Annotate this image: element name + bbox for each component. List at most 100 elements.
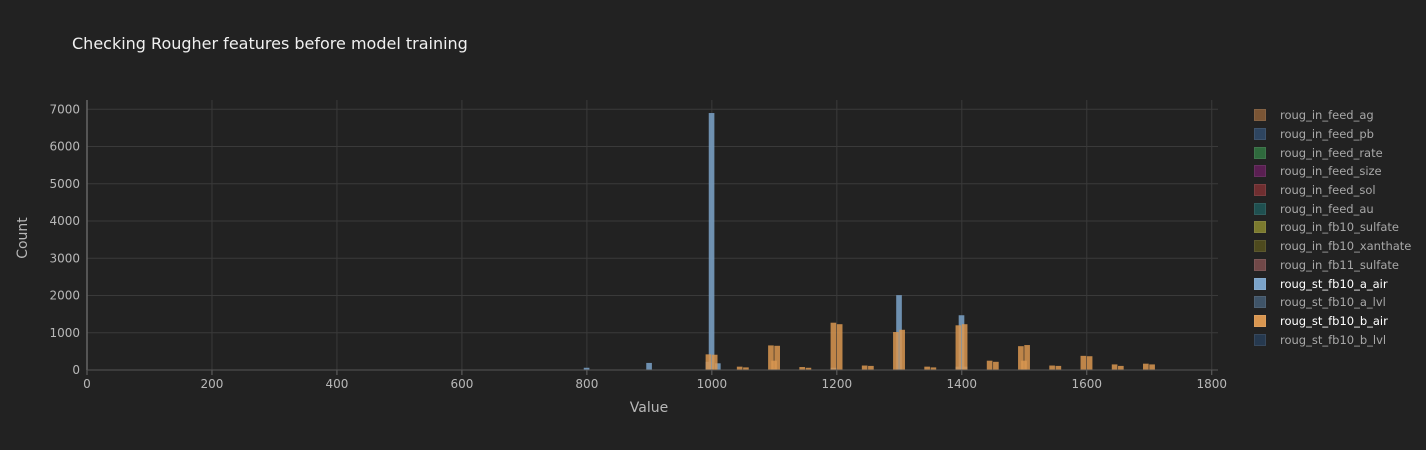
bar-roug_st_fb10_b_air[interactable] bbox=[805, 367, 812, 370]
legend-item-roug_in_feed_rate[interactable]: roug_in_feed_rate bbox=[1254, 143, 1411, 162]
legend-swatch bbox=[1254, 165, 1266, 178]
x-tick-label: 1000 bbox=[697, 377, 728, 391]
x-tick-label: 600 bbox=[450, 377, 473, 391]
bar-roug_st_fb10_b_air[interactable] bbox=[955, 325, 962, 370]
bar-roug_st_fb10_b_air[interactable] bbox=[774, 345, 780, 370]
legend-swatch bbox=[1254, 314, 1266, 327]
legend-label: roug_st_fb10_a_air bbox=[1280, 276, 1388, 291]
legend: roug_in_feed_ag roug_in_feed_pb roug_in_fe… bbox=[1254, 106, 1411, 349]
y-tick-label: 7000 bbox=[49, 102, 80, 116]
bar-roug_st_fb10_b_air[interactable] bbox=[1111, 364, 1118, 370]
bar-roug_st_fb10_b_air[interactable] bbox=[743, 367, 749, 370]
bar-roug_st_fb10_b_air[interactable] bbox=[1021, 360, 1027, 370]
x-tick-label: 1200 bbox=[822, 377, 853, 391]
bar-roug_st_fb10_b_air[interactable] bbox=[836, 324, 843, 370]
legend-label: roug_in_fb10_sulfate bbox=[1280, 220, 1399, 235]
bar-roug_st_fb10_b_air[interactable] bbox=[736, 366, 743, 370]
bar-roug_st_fb10_b_air[interactable] bbox=[1143, 363, 1149, 370]
legend-swatch bbox=[1254, 184, 1266, 197]
bar-roug_st_fb10_b_air[interactable] bbox=[830, 322, 837, 370]
legend-swatch bbox=[1254, 109, 1266, 122]
bar-roug_st_fb10_b_air[interactable] bbox=[1080, 355, 1087, 370]
bar-roug_st_fb10_b_air[interactable] bbox=[768, 345, 774, 370]
legend-item-roug_st_fb10_b_lvl[interactable]: roug_st_fb10_b_lvl bbox=[1254, 330, 1411, 349]
bar-roug_st_fb10_b_air[interactable] bbox=[711, 354, 718, 370]
legend-item-roug_in_feed_sol[interactable]: roug_in_feed_sol bbox=[1254, 181, 1411, 200]
x-tick-label: 1800 bbox=[1196, 377, 1227, 391]
legend-item-roug_in_feed_size[interactable]: roug_in_feed_size bbox=[1254, 162, 1411, 181]
legend-label: roug_st_fb10_b_air bbox=[1280, 313, 1388, 328]
x-tick-label: 1600 bbox=[1072, 377, 1103, 391]
bar-roug_st_fb10_a_air[interactable] bbox=[583, 367, 590, 370]
bar-roug_st_fb10_b_air[interactable] bbox=[799, 367, 805, 370]
y-tick-label: 0 bbox=[72, 363, 80, 377]
legend-item-roug_in_feed_pb[interactable]: roug_in_feed_pb bbox=[1254, 125, 1411, 144]
y-axis-title: Count bbox=[15, 217, 31, 259]
legend-label: roug_in_feed_size bbox=[1280, 164, 1382, 179]
bar-roug_st_fb10_b_air[interactable] bbox=[1018, 346, 1024, 370]
legend-swatch bbox=[1254, 221, 1266, 234]
x-tick-label: 200 bbox=[201, 377, 224, 391]
legend-label: roug_st_fb10_b_lvl bbox=[1280, 332, 1387, 347]
legend-item-roug_in_feed_ag[interactable]: roug_in_feed_ag bbox=[1254, 106, 1411, 125]
histogram-bars bbox=[183, 113, 1155, 370]
bar-roug_st_fb10_b_air[interactable] bbox=[868, 365, 874, 370]
bar-roug_st_fb10_b_air[interactable] bbox=[705, 354, 712, 370]
legend-swatch bbox=[1254, 296, 1266, 309]
x-tick-label: 400 bbox=[325, 377, 348, 391]
legend-item-roug_in_fb10_sulfate[interactable]: roug_in_fb10_sulfate bbox=[1254, 218, 1411, 237]
bar-roug_st_fb10_b_air[interactable] bbox=[1049, 365, 1055, 370]
x-tick-label: 800 bbox=[575, 377, 598, 391]
y-tick-label: 1000 bbox=[49, 326, 80, 340]
bar-roug_st_fb10_b_air[interactable] bbox=[924, 366, 930, 370]
legend-item-roug_st_fb10_a_air[interactable]: roug_st_fb10_a_air bbox=[1254, 274, 1411, 293]
bar-roug_st_fb10_a_air[interactable] bbox=[646, 362, 652, 370]
legend-label: roug_in_feed_ag bbox=[1280, 108, 1374, 123]
y-tick-label: 6000 bbox=[49, 140, 80, 154]
legend-swatch bbox=[1254, 258, 1266, 271]
bar-roug_st_fb10_b_air[interactable] bbox=[1024, 345, 1030, 370]
bar-roug_st_fb10_a_air[interactable] bbox=[714, 363, 721, 370]
legend-item-roug_st_fb10_a_lvl[interactable]: roug_st_fb10_a_lvl bbox=[1254, 293, 1411, 312]
legend-item-roug_in_fb10_xanthate[interactable]: roug_in_fb10_xanthate bbox=[1254, 237, 1411, 256]
legend-item-roug_in_fb11_sulfate[interactable]: roug_in_fb11_sulfate bbox=[1254, 256, 1411, 275]
x-axis-title: Value bbox=[630, 400, 668, 416]
bar-roug_st_fb10_b_air[interactable] bbox=[993, 361, 999, 370]
y-tick-label: 2000 bbox=[49, 289, 80, 303]
legend-swatch bbox=[1254, 146, 1266, 159]
bar-roug_st_fb10_b_air[interactable] bbox=[1055, 365, 1062, 370]
legend-label: roug_in_feed_rate bbox=[1280, 145, 1383, 160]
legend-label: roug_in_fb10_xanthate bbox=[1280, 239, 1412, 254]
bar-roug_st_fb10_a_air[interactable] bbox=[708, 113, 715, 370]
bar-roug_st_fb10_a_air[interactable] bbox=[896, 295, 902, 370]
legend-item-roug_st_fb10_b_air[interactable]: roug_st_fb10_b_air bbox=[1254, 312, 1411, 331]
legend-label: roug_in_feed_sol bbox=[1280, 183, 1376, 198]
y-tick-label: 3000 bbox=[49, 251, 80, 265]
bar-roug_st_fb10_a_air[interactable] bbox=[958, 315, 965, 370]
grid-lines bbox=[87, 100, 1218, 370]
bar-roug_st_fb10_b_air[interactable] bbox=[899, 329, 905, 370]
chart-title: Checking Rougher features before model t… bbox=[72, 34, 468, 53]
y-tick-label: 4000 bbox=[49, 214, 80, 228]
legend-swatch bbox=[1254, 240, 1266, 253]
legend-item-roug_in_feed_au[interactable]: roug_in_feed_au bbox=[1254, 199, 1411, 218]
bar-roug_st_fb10_b_air[interactable] bbox=[1086, 356, 1093, 370]
bar-roug_st_fb10_b_air[interactable] bbox=[961, 324, 968, 370]
bar-roug_st_fb10_b_air[interactable] bbox=[861, 365, 868, 370]
bar-roug_st_fb10_b_air[interactable] bbox=[986, 360, 993, 370]
legend-swatch bbox=[1254, 333, 1266, 346]
x-tick-label: 1400 bbox=[947, 377, 978, 391]
bar-roug_st_fb10_b_air[interactable] bbox=[930, 367, 937, 370]
y-tick-label: 5000 bbox=[49, 177, 80, 191]
legend-label: roug_in_feed_pb bbox=[1280, 127, 1374, 142]
bar-roug_st_fb10_b_air[interactable] bbox=[893, 332, 899, 370]
legend-swatch bbox=[1254, 277, 1266, 290]
bar-roug_st_fb10_b_air[interactable] bbox=[771, 360, 777, 370]
legend-label: roug_in_feed_au bbox=[1280, 201, 1374, 216]
legend-swatch bbox=[1254, 202, 1266, 215]
bar-roug_st_fb10_b_air[interactable] bbox=[1118, 365, 1124, 370]
bar-roug_st_fb10_b_air[interactable] bbox=[1149, 364, 1155, 370]
x-tick-label: 0 bbox=[83, 377, 91, 391]
legend-label: roug_in_fb11_sulfate bbox=[1280, 257, 1399, 272]
